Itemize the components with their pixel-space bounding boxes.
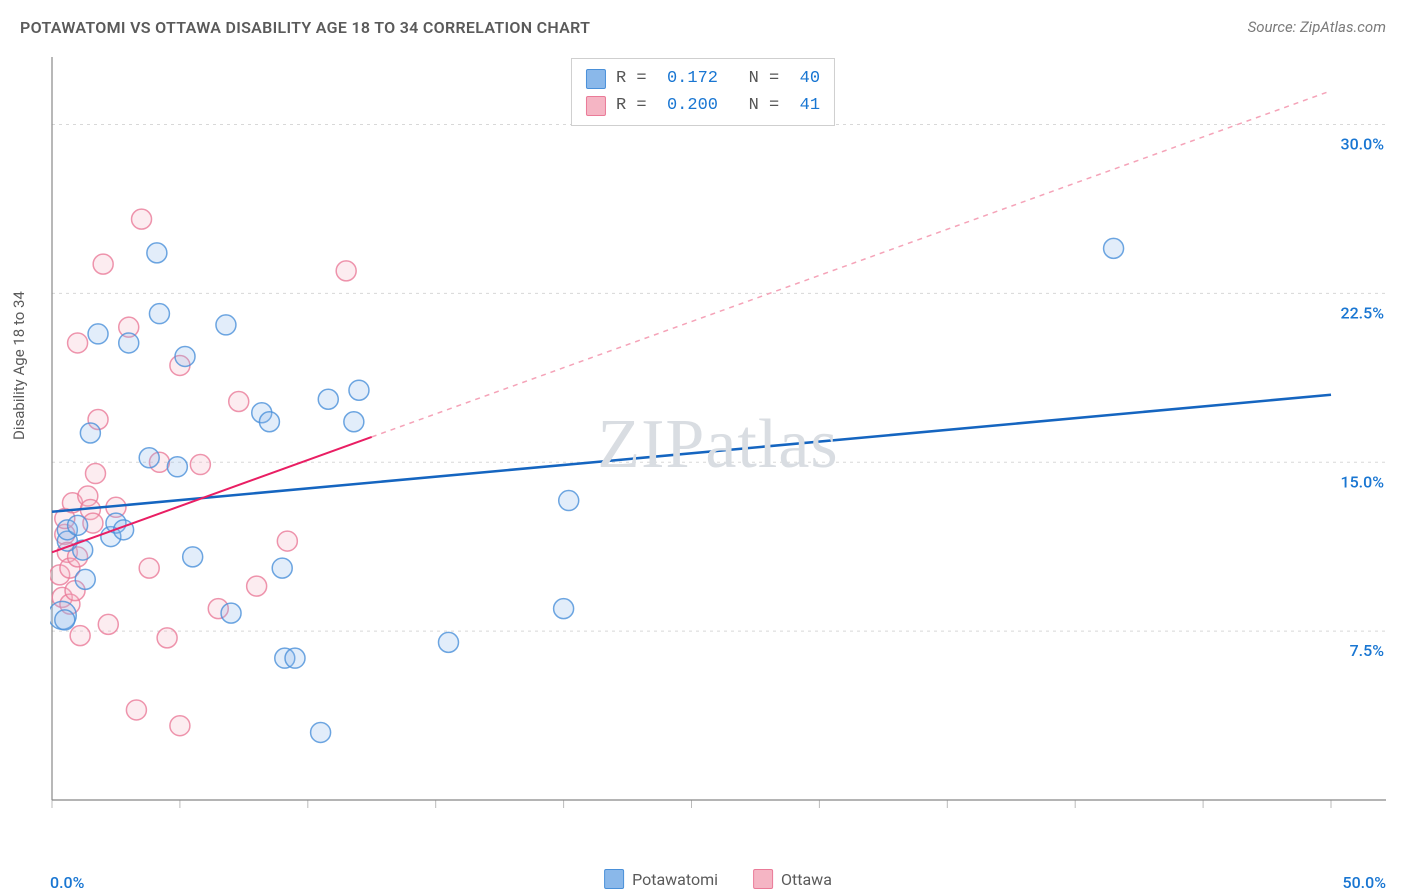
data-point [554,599,574,619]
data-point [149,304,169,324]
legend-item: Potawatomi [604,869,718,889]
legend-label: Potawatomi [632,870,718,889]
data-point [344,412,364,432]
data-point [559,491,579,511]
data-point [221,603,241,623]
data-point [272,558,292,578]
scatter-chart-svg: 7.5% 15.0% 22.5% 30.0% [50,55,1386,835]
bottom-legend: Potawatomi Ottawa [604,869,832,889]
data-point [68,515,88,535]
data-point [70,626,90,646]
y-tick-label: 7.5% [1350,641,1385,660]
trend-line [52,395,1331,512]
data-point [80,423,100,443]
stats-row: R = 0.172 N = 40 [586,65,820,92]
y-tick-label: 30.0% [1340,135,1384,154]
data-point [126,700,146,720]
x-axis-labels: 0.0% 50.0% Potawatomi Ottawa [50,862,1386,892]
x-axis-max-label: 50.0% [1342,873,1386,892]
chart-header: POTAWATOMI VS OTTAWA DISABILITY AGE 18 T… [20,18,1386,48]
x-axis-min-label: 0.0% [50,873,84,892]
data-point [285,648,305,668]
data-point [229,391,249,411]
stats-text: R = 0.200 N = 41 [616,92,820,119]
trend-line [52,437,372,552]
data-point [259,412,279,432]
data-point [85,464,105,484]
series-swatch [753,869,773,889]
stats-row: R = 0.200 N = 41 [586,92,820,119]
data-point [247,576,267,596]
chart-area: 7.5%15.0%22.5%30.0% ZIPatlas [50,55,1386,835]
data-point [277,531,297,551]
data-point [318,389,338,409]
legend-item: Ottawa [753,869,832,889]
stats-text: R = 0.172 N = 40 [616,65,820,92]
chart-title: POTAWATOMI VS OTTAWA DISABILITY AGE 18 T… [20,18,590,37]
data-point [139,448,159,468]
y-axis-label: Disability Age 18 to 34 [10,291,28,440]
data-point [75,569,95,589]
data-point [98,614,118,634]
data-point [88,324,108,344]
y-tick-label: 15.0% [1340,472,1384,491]
data-point [216,315,236,335]
data-point [55,610,75,630]
series-swatch [604,869,624,889]
data-point [119,333,139,353]
data-point [438,632,458,652]
y-tick-label: 22.5% [1340,303,1384,322]
data-point [311,722,331,742]
data-point [1104,238,1124,258]
data-point [132,209,152,229]
data-point [157,628,177,648]
legend-label: Ottawa [781,870,832,889]
data-point [147,243,167,263]
data-point [349,380,369,400]
data-point [183,547,203,567]
trend-line-dashed [372,91,1331,437]
series-swatch [586,96,606,116]
data-point [139,558,159,578]
series-swatch [586,69,606,89]
data-point [175,346,195,366]
data-point [190,455,210,475]
source-attribution: Source: ZipAtlas.com [1248,18,1386,36]
data-point [336,261,356,281]
data-point [68,333,88,353]
data-point [170,716,190,736]
data-point [93,254,113,274]
data-point [167,457,187,477]
correlation-stats-box: R = 0.172 N = 40R = 0.200 N = 41 [571,58,835,126]
